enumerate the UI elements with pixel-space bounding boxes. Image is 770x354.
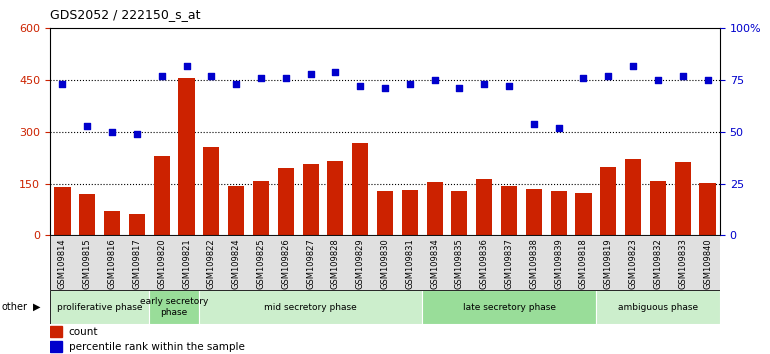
Text: early secretory
phase: early secretory phase (140, 297, 209, 317)
Bar (104, 211, 120, 235)
Text: GSM109823: GSM109823 (628, 238, 638, 289)
Text: GSM109824: GSM109824 (232, 238, 241, 289)
Bar (327, 160, 343, 235)
Text: percentile rank within the sample: percentile rank within the sample (69, 342, 245, 352)
Text: mid secretory phase: mid secretory phase (264, 303, 357, 312)
Point (354, 84, 367, 89)
Bar (352, 143, 368, 235)
Point (701, 77, 714, 83)
Bar (253, 181, 269, 235)
Bar (377, 191, 393, 235)
Text: GSM109826: GSM109826 (281, 238, 290, 289)
Text: GSM109832: GSM109832 (654, 238, 662, 289)
Point (379, 86, 391, 91)
Bar (422, 290, 596, 324)
Text: other: other (2, 302, 28, 312)
Point (280, 75, 292, 81)
Bar (501, 187, 517, 235)
Bar (129, 214, 145, 235)
Point (478, 81, 490, 87)
Text: GSM109839: GSM109839 (554, 238, 563, 289)
Point (156, 73, 168, 79)
Point (553, 125, 565, 131)
Point (428, 77, 440, 83)
Text: GSM109827: GSM109827 (306, 238, 315, 289)
Text: GSM109830: GSM109830 (380, 238, 390, 289)
Point (454, 86, 466, 91)
Bar (50, 290, 149, 324)
Text: GSM109837: GSM109837 (504, 238, 514, 289)
Text: count: count (69, 327, 99, 337)
Point (503, 84, 515, 89)
Point (81, 123, 93, 129)
Bar (402, 189, 418, 235)
Text: proliferative phase: proliferative phase (57, 303, 142, 312)
Bar (199, 290, 422, 324)
Point (180, 63, 192, 68)
Bar (526, 189, 542, 235)
Text: GSM109833: GSM109833 (678, 238, 688, 289)
Point (230, 81, 243, 87)
Bar (50, 326, 62, 337)
Bar (50, 341, 62, 353)
Text: GSM109838: GSM109838 (529, 238, 538, 289)
Text: GSM109818: GSM109818 (579, 238, 588, 289)
Bar (79, 194, 95, 235)
Bar (575, 193, 591, 235)
Point (651, 77, 664, 83)
Bar (228, 187, 244, 235)
Text: GSM109828: GSM109828 (331, 238, 340, 289)
Point (330, 69, 342, 75)
Bar (451, 191, 467, 235)
Text: GSM109825: GSM109825 (256, 238, 266, 289)
Bar (427, 182, 443, 235)
Point (578, 75, 590, 81)
Bar (675, 162, 691, 235)
Text: GSM109836: GSM109836 (480, 238, 489, 289)
Text: GSM109819: GSM109819 (604, 238, 613, 289)
Bar (476, 179, 492, 235)
Bar (154, 156, 169, 235)
Point (56, 81, 69, 87)
Bar (179, 78, 195, 235)
Point (106, 129, 119, 135)
Point (255, 75, 267, 81)
Bar (596, 290, 720, 324)
Text: GSM109831: GSM109831 (405, 238, 414, 289)
Text: GSM109840: GSM109840 (703, 238, 712, 289)
Bar (55, 187, 71, 235)
Text: GSM109817: GSM109817 (132, 238, 142, 289)
Point (304, 71, 316, 77)
Text: GSM109834: GSM109834 (430, 238, 439, 289)
Point (205, 73, 217, 79)
Text: ▶: ▶ (33, 302, 41, 312)
Text: GSM109822: GSM109822 (207, 238, 216, 289)
Bar (303, 164, 319, 235)
Point (403, 81, 416, 87)
Bar (650, 181, 666, 235)
Text: GSM109815: GSM109815 (82, 238, 92, 289)
Text: GDS2052 / 222150_s_at: GDS2052 / 222150_s_at (50, 8, 200, 21)
Text: GSM109820: GSM109820 (157, 238, 166, 289)
Point (627, 63, 639, 68)
Text: ambiguous phase: ambiguous phase (618, 303, 698, 312)
Bar (551, 191, 567, 235)
Point (527, 121, 540, 126)
Bar (278, 168, 294, 235)
Text: late secretory phase: late secretory phase (463, 303, 556, 312)
Text: GSM109829: GSM109829 (356, 238, 365, 289)
Point (602, 73, 614, 79)
Text: GSM109821: GSM109821 (182, 238, 191, 289)
Bar (601, 167, 616, 235)
Bar (149, 290, 199, 324)
Text: GSM109835: GSM109835 (455, 238, 464, 289)
Bar (625, 159, 641, 235)
Bar (203, 147, 219, 235)
Bar (699, 183, 715, 235)
Point (677, 73, 689, 79)
Text: GSM109814: GSM109814 (58, 238, 67, 289)
Text: GSM109816: GSM109816 (108, 238, 116, 289)
Point (131, 131, 143, 137)
